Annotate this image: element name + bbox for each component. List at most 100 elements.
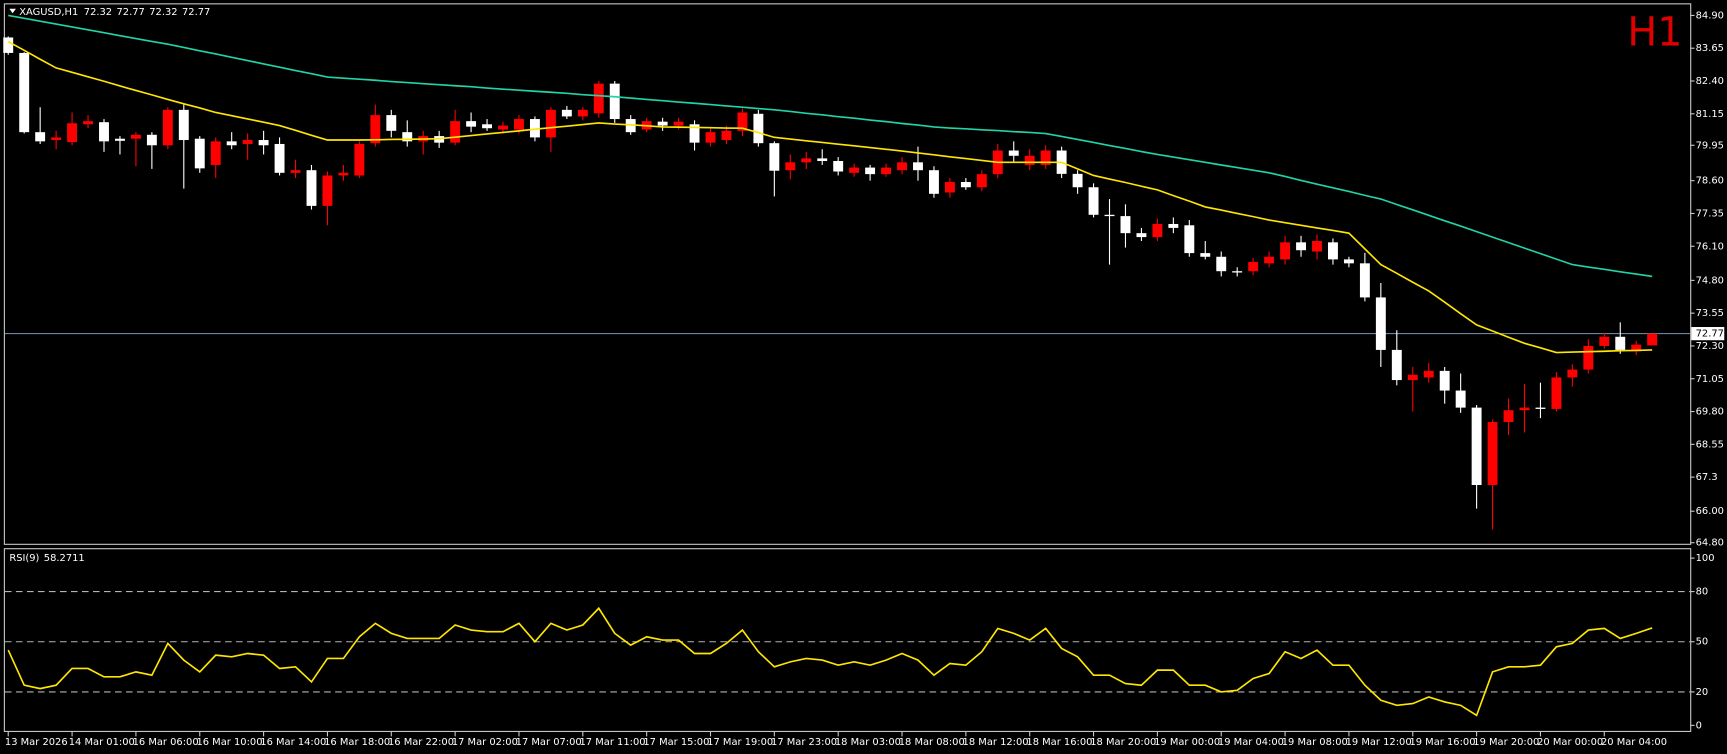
- moving-average: [7, 40, 1653, 354]
- y-tick-label: 79.95: [1696, 140, 1724, 151]
- candle-body: [1423, 370, 1434, 378]
- candle-body: [1615, 336, 1626, 350]
- candle-body: [115, 138, 125, 141]
- candle-body: [1072, 173, 1083, 188]
- current-price-label: 72.77: [1696, 329, 1724, 340]
- x-tick-label: 19 Mar 16:00: [1409, 737, 1475, 748]
- candle-body: [1519, 407, 1530, 411]
- candle-body: [146, 134, 157, 146]
- x-tick-label: 19 Mar 08:00: [1282, 737, 1348, 748]
- x-tick-label: 18 Mar 03:00: [835, 737, 901, 748]
- y-tick-label: 67.3: [1696, 472, 1718, 483]
- candle-body: [242, 140, 253, 144]
- y-tick-label: 72.30: [1696, 341, 1724, 352]
- candle-body: [1343, 259, 1354, 264]
- rsi-panel: [3, 548, 1692, 732]
- candle-body: [705, 132, 716, 143]
- candle-body: [338, 172, 349, 176]
- rsi-header: RSI(9) 58.2711: [9, 553, 84, 564]
- candle-body: [1471, 407, 1482, 485]
- candle-body: [1200, 253, 1211, 257]
- candle-body: [1280, 242, 1291, 260]
- candle-body: [976, 174, 987, 188]
- candle-body: [721, 130, 732, 141]
- candle-body: [1647, 333, 1658, 346]
- x-tick-label: 16 Mar 06:00: [133, 737, 199, 748]
- candle-body: [1359, 263, 1370, 298]
- candle-body: [1296, 242, 1306, 251]
- y-tick-label: 77.35: [1696, 208, 1724, 219]
- candle-body: [577, 109, 588, 117]
- current-price-box: [1691, 327, 1725, 341]
- candle-body: [737, 112, 748, 131]
- readout-low: 72.32: [149, 7, 177, 18]
- candle-body: [306, 170, 317, 206]
- x-tick-label: 13 Mar 2026: [5, 737, 68, 748]
- x-tick-label: 19 Mar 00:00: [1154, 737, 1220, 748]
- candle-body: [657, 121, 668, 126]
- candle-body: [1391, 349, 1402, 381]
- x-tick-label: 20 Mar 00:00: [1537, 737, 1603, 748]
- rsi-line: [7, 606, 1653, 717]
- candle-body: [1328, 242, 1338, 260]
- candle-body: [370, 115, 381, 144]
- y-tick-label: 81.15: [1696, 109, 1724, 120]
- symbol: XAGUSD,H1: [19, 7, 78, 18]
- candle-body: [210, 141, 221, 165]
- candle-body: [753, 113, 764, 144]
- x-tick-label: 18 Mar 12:00: [963, 737, 1029, 748]
- x-tick-label: 17 Mar 15:00: [643, 737, 709, 748]
- candle-body: [1216, 256, 1227, 272]
- candle-body: [1120, 216, 1131, 234]
- candle-body: [609, 83, 620, 120]
- chart-header: XAGUSD,H1 72.32 72.77 72.32 72.77: [19, 7, 210, 18]
- rsi-tick-label: 0: [1696, 720, 1702, 731]
- candle-body: [1024, 155, 1035, 165]
- y-tick-label: 78.60: [1696, 176, 1724, 187]
- menu-arrow[interactable]: [9, 8, 16, 14]
- candle-body: [1088, 187, 1099, 215]
- candle-body: [162, 109, 173, 146]
- x-tick-label: 19 Mar 20:00: [1473, 737, 1539, 748]
- candle-body: [466, 121, 477, 127]
- y-tick-label: 68.55: [1696, 439, 1724, 450]
- candle-body: [194, 138, 205, 169]
- candle-body: [258, 140, 269, 146]
- candle-body: [51, 137, 62, 141]
- candle-body: [817, 158, 828, 162]
- candle-body: [1104, 214, 1115, 217]
- candle-body: [450, 121, 461, 143]
- candle-body: [1551, 377, 1562, 409]
- timeframe-label: H1: [1627, 10, 1682, 56]
- candle-body: [561, 109, 572, 117]
- x-tick-label: 17 Mar 23:00: [771, 737, 837, 748]
- rsi-tick-label: 50: [1696, 637, 1709, 648]
- x-tick-label: 17 Mar 07:00: [516, 737, 582, 748]
- x-tick-label: 18 Mar 16:00: [1026, 737, 1092, 748]
- candle-body: [1264, 256, 1275, 264]
- y-tick-label: 76.10: [1696, 241, 1724, 252]
- candle-body: [1487, 422, 1498, 485]
- candle-body: [178, 109, 189, 141]
- candle-body: [960, 182, 971, 188]
- x-tick-label: 17 Mar 02:00: [452, 737, 518, 748]
- candle-body: [290, 170, 301, 173]
- candle-body: [1631, 344, 1642, 352]
- candle-body: [1168, 223, 1179, 228]
- candle-body: [3, 37, 14, 53]
- candle-body: [130, 134, 141, 139]
- candle-body: [19, 52, 30, 133]
- candle-body: [514, 119, 524, 130]
- candle-body: [1503, 410, 1514, 423]
- candle-body: [482, 124, 493, 129]
- candle-body: [801, 158, 812, 163]
- readout-open: 72.32: [84, 7, 112, 18]
- candle-body: [593, 83, 604, 114]
- rsi-tick-label: 100: [1696, 553, 1715, 564]
- x-tick-label: 17 Mar 19:00: [707, 737, 773, 748]
- candle-body: [1407, 374, 1418, 381]
- x-tick-label: 20 Mar 04:00: [1601, 737, 1667, 748]
- candle-body: [1040, 150, 1051, 165]
- candle-body: [274, 143, 285, 173]
